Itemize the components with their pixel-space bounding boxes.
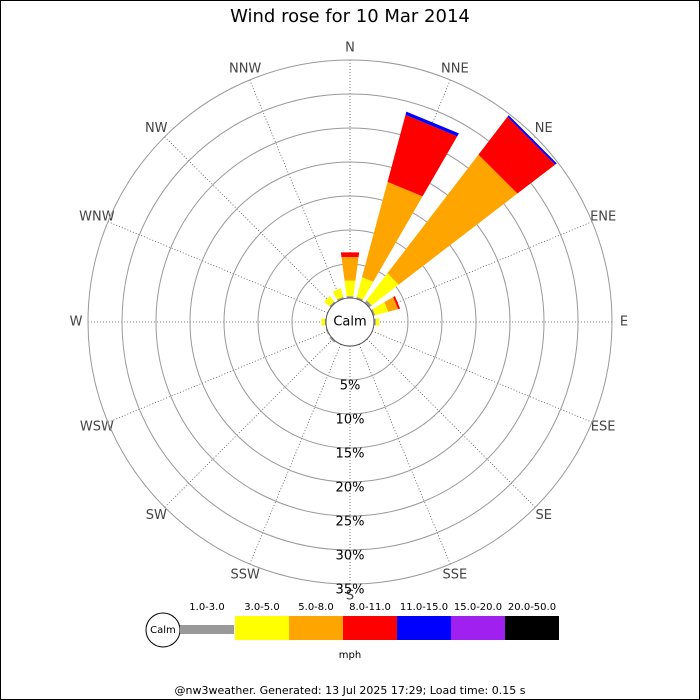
ring-grid (121, 93, 579, 551)
direction-label: S (346, 589, 354, 604)
direction-label: NW (145, 121, 168, 136)
bar-segment (507, 115, 557, 165)
bar-segment (356, 296, 364, 302)
bar-segment (372, 302, 389, 316)
bar-segment (323, 295, 335, 307)
legend-label: 15.0-20.0 (454, 602, 502, 613)
direction-label: N (345, 41, 355, 56)
bar-segment (405, 111, 459, 137)
direction-label: NE (535, 121, 553, 136)
bar-segment (341, 257, 359, 281)
ring-grid (155, 127, 545, 517)
units: mph (339, 650, 361, 661)
bar-segment (340, 252, 360, 258)
r-tick-label: 20% (336, 481, 365, 496)
footer: @nw3weather. Generated: 13 Jul 2025 17:2… (175, 684, 526, 697)
bar-segment (356, 277, 374, 300)
radial-grid (366, 338, 536, 508)
radial-grid (107, 221, 328, 314)
legend-label: 5.0-8.0 (298, 602, 333, 613)
legend-label: 8.0-11.0 (349, 602, 391, 613)
direction-label: WNW (79, 210, 115, 225)
radial-grid (107, 330, 328, 423)
legend-swatch (451, 616, 505, 640)
bar-segment (370, 308, 376, 316)
calm-circle (325, 297, 375, 347)
bar-segment (336, 296, 344, 302)
radial-grid (249, 79, 342, 300)
radial-grid (164, 136, 334, 306)
bar-segment (329, 336, 336, 343)
legend-swatch (180, 625, 234, 634)
legend-swatch (397, 616, 451, 640)
radial-grid (372, 330, 593, 423)
legend-label: 20.0-50.0 (508, 602, 556, 613)
bar-segment (384, 297, 399, 312)
legend-swatch (235, 616, 289, 640)
legend-label: 3.0-5.0 (244, 602, 279, 613)
bar-segment (332, 288, 344, 300)
r-tick-label: 30% (336, 549, 365, 564)
ring-grid (223, 195, 477, 449)
calm-label: Calm (333, 315, 366, 330)
bar-segment (393, 296, 401, 310)
direction-label: E (620, 315, 628, 330)
bar-segment (366, 273, 399, 306)
radial-grid (372, 221, 593, 314)
legend-swatch (505, 616, 559, 640)
bar-segment (344, 280, 356, 297)
direction-label: W (70, 315, 83, 330)
direction-label: SSE (442, 568, 467, 583)
r-tick-label: 5% (340, 379, 361, 394)
legend-calm-label: Calm (150, 625, 176, 636)
legend-swatch (289, 616, 343, 640)
legend-label: 1.0-3.0 (189, 602, 224, 613)
direction-label: NNE (441, 61, 469, 76)
ring-grid (257, 229, 443, 415)
direction-label: NNW (229, 61, 261, 76)
r-tick-label: 15% (336, 447, 365, 462)
legend-swatch (343, 616, 397, 640)
r-tick-label: 25% (336, 515, 365, 530)
bar-segment (362, 181, 423, 282)
r-tick-label: 10% (336, 413, 365, 428)
radial-grid (164, 338, 334, 508)
radial-grid (249, 344, 342, 565)
bar-segment (375, 318, 380, 326)
direction-label: SSW (230, 568, 260, 583)
direction-label: ESE (591, 419, 616, 434)
direction-label: SE (536, 508, 552, 523)
legend-label: 11.0-15.0 (400, 602, 448, 613)
direction-label: ENE (590, 210, 616, 225)
direction-label: WSW (80, 419, 114, 434)
bar-segment (387, 154, 518, 285)
direction-label: SW (146, 508, 167, 523)
bar-segment (329, 301, 336, 308)
bar-segment (478, 116, 556, 194)
radial-grid (358, 344, 451, 565)
bar-segment (387, 114, 458, 197)
bar-segment (364, 300, 372, 308)
chart-title: Wind rose for 10 Mar 2014 (230, 6, 470, 27)
bar-segment (321, 318, 325, 326)
ring-grid (189, 161, 511, 483)
r-tick-label: 35% (336, 583, 365, 598)
ring-grid (87, 59, 613, 585)
